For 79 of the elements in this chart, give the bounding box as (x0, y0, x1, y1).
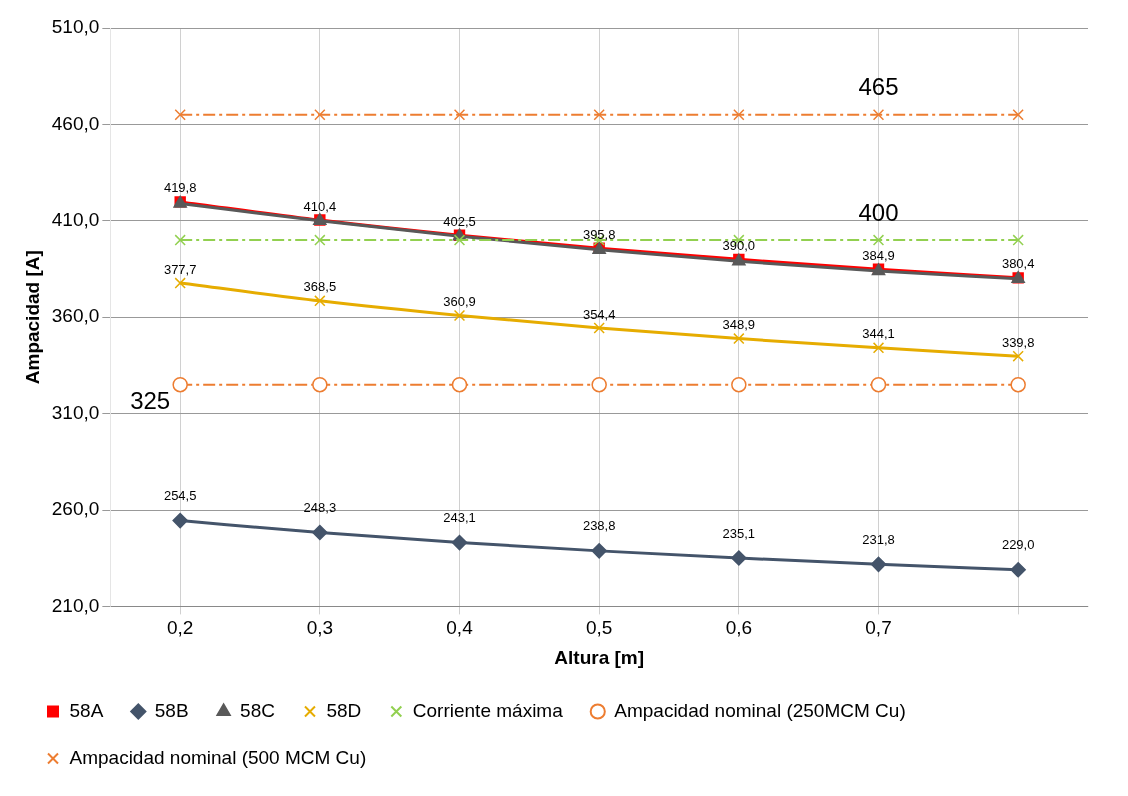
point (1012, 350, 1024, 362)
data-label: 410,4 (303, 198, 337, 214)
point (591, 543, 607, 559)
point (314, 295, 326, 307)
annotation: 465 (858, 73, 899, 101)
point (172, 376, 188, 393)
y-tick-label: 510,0 (51, 16, 100, 38)
data-label: 254,5 (163, 488, 197, 504)
point (872, 342, 885, 354)
data-label: 384,9 (862, 247, 895, 263)
point (870, 376, 887, 393)
data-label: 419,8 (163, 180, 197, 196)
x-axis-title: Altura [m] (554, 646, 645, 668)
point (1012, 234, 1024, 246)
data-label: 390,0 (722, 237, 756, 253)
point (1012, 109, 1024, 121)
point (174, 234, 186, 246)
x-tick-label: 0,3 (306, 617, 334, 639)
point (731, 376, 747, 393)
point (314, 234, 326, 246)
point (312, 524, 328, 541)
y-tick-label: 460,0 (51, 112, 100, 134)
point (872, 109, 885, 121)
annotation: 400 (858, 198, 899, 226)
data-label: 395,8 (582, 226, 616, 242)
point (453, 309, 466, 322)
legend-label: Ampacidad nominal (250MCM Cu) (614, 699, 906, 721)
point (174, 277, 186, 289)
data-label: 243,1 (443, 510, 476, 526)
data-label: 360,9 (443, 294, 476, 310)
point (451, 534, 468, 551)
point (1010, 376, 1026, 393)
point (174, 109, 186, 121)
point (870, 556, 887, 573)
y-tick-label: 410,0 (51, 209, 100, 231)
point (733, 332, 745, 345)
point (872, 234, 885, 246)
data-label: 380,4 (1001, 256, 1035, 272)
data-label: 235,1 (722, 525, 756, 541)
y-axis-title: Ampacidad [A] (21, 250, 43, 385)
data-label: 231,8 (862, 531, 895, 547)
point (591, 376, 607, 393)
point (1010, 562, 1026, 578)
data-label: 368,5 (303, 279, 337, 295)
x-tick-label: 0,6 (725, 617, 753, 639)
data-label: 348,9 (722, 317, 756, 333)
legend-label: Ampacidad nominal (500 MCM Cu) (69, 746, 367, 768)
point (314, 109, 326, 121)
data-label: 339,8 (1001, 334, 1035, 350)
x-tick-label: 0,4 (446, 617, 474, 639)
data-label: 354,4 (582, 306, 616, 322)
point (451, 376, 468, 393)
legend-label: 58A (69, 699, 104, 721)
data-label: 238,8 (582, 518, 616, 534)
data-label: 402,5 (443, 213, 476, 229)
x-tick-label: 0,7 (865, 617, 892, 639)
data-label: 377,7 (163, 261, 197, 277)
point (733, 109, 745, 121)
point (593, 109, 605, 121)
point (312, 376, 328, 393)
y-tick-label: 260,0 (51, 498, 100, 520)
x-tick-label: 0,5 (585, 617, 613, 639)
legend-label: Corriente máxima (412, 699, 564, 721)
point (453, 234, 466, 246)
data-label: 248,3 (303, 500, 337, 516)
data-label: 344,1 (862, 326, 895, 342)
annotation: 325 (130, 387, 171, 415)
data-label: 229,0 (1001, 537, 1035, 553)
y-tick-label: 360,0 (51, 305, 100, 327)
point (593, 322, 605, 334)
point (172, 512, 188, 529)
point (731, 550, 747, 566)
legend-label: 58C (240, 699, 275, 721)
legend-label: 58B (154, 699, 189, 721)
legend-label: 58D (326, 699, 362, 721)
y-tick-label: 310,0 (51, 401, 100, 423)
y-tick-label: 210,0 (51, 594, 100, 616)
point (453, 109, 466, 121)
x-tick-label: 0,2 (166, 617, 194, 639)
